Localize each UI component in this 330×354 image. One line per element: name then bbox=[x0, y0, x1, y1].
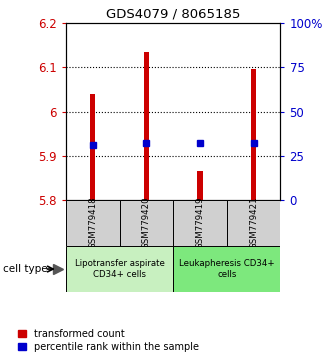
Text: GSM779421: GSM779421 bbox=[249, 197, 258, 249]
Text: cell type: cell type bbox=[3, 264, 48, 274]
Bar bbox=[90, 94, 95, 200]
Text: GSM779420: GSM779420 bbox=[142, 197, 151, 249]
Legend: transformed count, percentile rank within the sample: transformed count, percentile rank withi… bbox=[18, 329, 199, 352]
Bar bbox=[119, 200, 173, 246]
Bar bbox=[197, 171, 203, 200]
Bar bbox=[173, 246, 280, 292]
Text: Lipotransfer aspirate
CD34+ cells: Lipotransfer aspirate CD34+ cells bbox=[75, 259, 165, 279]
Bar bbox=[144, 52, 149, 200]
Bar bbox=[173, 200, 227, 246]
Bar bbox=[66, 200, 119, 246]
Text: Leukapheresis CD34+
cells: Leukapheresis CD34+ cells bbox=[179, 259, 275, 279]
Bar bbox=[66, 246, 173, 292]
Text: GSM779418: GSM779418 bbox=[88, 197, 97, 249]
Bar bbox=[227, 200, 280, 246]
Text: GSM779419: GSM779419 bbox=[196, 197, 205, 249]
Bar bbox=[251, 69, 256, 200]
Title: GDS4079 / 8065185: GDS4079 / 8065185 bbox=[106, 7, 241, 21]
